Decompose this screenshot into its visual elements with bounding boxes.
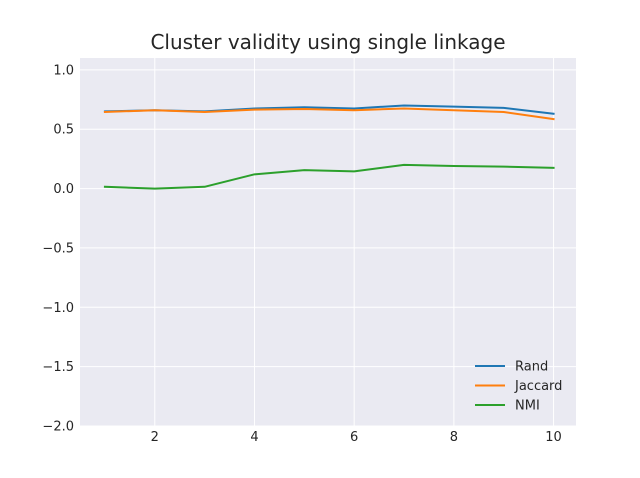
series-line-nmi xyxy=(103,163,555,190)
x-tick-label: 10 xyxy=(545,430,562,445)
x-tick-label: 2 xyxy=(151,430,159,445)
series-lines xyxy=(103,104,555,190)
y-tick-label: −1.0 xyxy=(42,301,74,316)
x-tick-label: 4 xyxy=(250,430,258,445)
x-tick-label: 6 xyxy=(350,430,358,445)
legend-label-jaccard: Jaccard xyxy=(514,379,562,394)
plot-area xyxy=(80,58,576,426)
grid xyxy=(80,58,576,427)
tick-labels: 2 4 6 8 10 −2.0 −1.5 −1.0 −0.5 0.0 0.5 1.0 xyxy=(42,63,561,445)
legend: Rand Jaccard NMI xyxy=(475,360,562,414)
y-tick-label: −1.5 xyxy=(42,360,74,375)
y-tick-label: 0.0 xyxy=(53,182,74,197)
series-line-jaccard xyxy=(103,107,555,121)
legend-label-rand: Rand xyxy=(515,360,548,375)
y-tick-label: −2.0 xyxy=(42,420,74,435)
x-tick-label: 8 xyxy=(450,430,458,445)
y-tick-label: 1.0 xyxy=(53,63,74,78)
chart-title: Cluster validity using single linkage xyxy=(150,30,505,54)
y-tick-label: −0.5 xyxy=(42,241,74,256)
legend-label-nmi: NMI xyxy=(515,399,540,414)
y-tick-label: 0.5 xyxy=(53,123,74,138)
